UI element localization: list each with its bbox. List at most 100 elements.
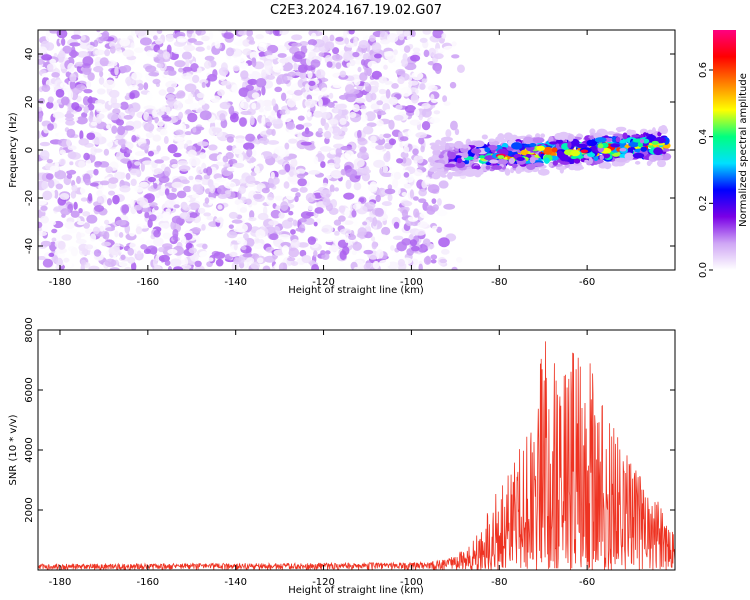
spectrogram-cell xyxy=(456,64,465,73)
spectrogram-cell xyxy=(251,149,257,157)
spectrogram-cell xyxy=(139,37,152,46)
spectrogram-cell xyxy=(49,58,57,65)
spectrogram-cell xyxy=(357,66,362,73)
spectrogram-cell xyxy=(361,168,371,174)
spectrogram-cell xyxy=(287,174,300,183)
spectrogram-cell xyxy=(251,200,258,206)
spectrogram-cell xyxy=(96,189,103,197)
spectrogram-cell xyxy=(38,199,47,206)
spectrogram-cell xyxy=(447,150,452,158)
spectrogram-cell xyxy=(159,59,165,65)
spectrogram-cell xyxy=(296,201,309,209)
spectrogram-cell xyxy=(77,50,89,58)
spectrogram-cell xyxy=(395,68,406,76)
spectrogram-cell xyxy=(217,266,225,270)
spectrogram-cell xyxy=(182,257,189,267)
spectrogram-cell xyxy=(419,212,429,219)
spectrogram-cell xyxy=(497,155,505,159)
spectrogram-cell xyxy=(647,129,654,135)
spectrogram-cell xyxy=(201,81,206,88)
spectrogram-cell xyxy=(329,34,335,42)
spectrogram-cell xyxy=(129,242,137,250)
spectrogram-cell xyxy=(410,30,416,38)
spectrogram-cell xyxy=(274,146,286,156)
spectrogram-cell xyxy=(348,234,357,241)
x-tick-label: -120 xyxy=(312,577,335,588)
spectrogram-cell xyxy=(284,109,291,115)
spectrogram-cell xyxy=(430,144,442,151)
spectrogram-cell xyxy=(108,177,119,184)
spectrogram-cell xyxy=(87,192,93,202)
spectrogram-cell xyxy=(321,111,331,120)
spectrogram-cell xyxy=(173,266,184,270)
spectrogram-cell xyxy=(96,30,101,33)
spectrogram-cell xyxy=(101,241,112,247)
spectrogram-cell xyxy=(208,144,218,151)
spectrogram-cell xyxy=(353,36,358,47)
y-tick-label: -20 xyxy=(24,190,35,206)
spectrogram-cell xyxy=(359,197,365,203)
spectrogram-cell xyxy=(398,33,405,41)
spectrogram-cell xyxy=(131,261,137,270)
spectrogram-cell xyxy=(248,240,255,247)
spectrogram-cell xyxy=(379,133,384,140)
spectrogram-cell xyxy=(127,256,136,264)
spectrogram-cell xyxy=(373,159,385,168)
spectrogram-cell xyxy=(290,158,298,168)
spectrogram-cell xyxy=(253,242,264,250)
spectrogram-cell xyxy=(66,169,77,175)
spectrogram-cell xyxy=(141,206,152,213)
spectrogram-cell xyxy=(140,162,145,172)
spectrogram-cell xyxy=(201,35,210,42)
spectrogram-cell xyxy=(308,170,321,175)
spectrogram-cell xyxy=(189,102,200,111)
spectrogram-cell xyxy=(215,177,227,183)
spectrogram-cell xyxy=(443,101,451,106)
spectrogram-cell xyxy=(307,205,314,211)
spectrogram-cell xyxy=(171,163,179,168)
spectrogram-cell xyxy=(80,263,85,270)
spectrogram-cell xyxy=(73,201,78,211)
spectrogram-cell xyxy=(128,229,136,237)
spectrogram-cell xyxy=(434,171,445,177)
spectrogram-cell xyxy=(287,257,296,262)
spectrogram-cell xyxy=(94,33,103,38)
spectrogram-cell xyxy=(417,221,428,229)
spectrogram-cell xyxy=(86,132,96,140)
spectrogram-cell xyxy=(278,262,287,270)
spectrogram-cell xyxy=(335,103,347,109)
spectrogram-cell xyxy=(357,137,366,142)
spectrogram-cell xyxy=(99,225,105,232)
spectrogram-cell xyxy=(145,239,153,246)
spectrogram-cell xyxy=(656,159,667,168)
spectrogram-cell xyxy=(451,171,458,175)
spectrogram-cell xyxy=(215,258,224,267)
spectrogram-cell xyxy=(234,56,245,63)
spectrogram-cell xyxy=(312,110,324,118)
spectrogram-cell xyxy=(373,53,382,59)
spectrogram-cell xyxy=(163,166,171,177)
spectrogram-cell xyxy=(113,242,120,252)
spectrogram-cell xyxy=(95,102,104,112)
spectrogram-cell xyxy=(93,168,99,176)
spectrogram-cell xyxy=(369,164,374,169)
spectrogram-cell xyxy=(165,208,172,213)
spectrogram-cell xyxy=(268,220,279,226)
spectrogram-cell xyxy=(171,187,177,193)
spectrogram-cell xyxy=(284,163,291,173)
chart-title: C2E3.2024.167.19.02.G07 xyxy=(270,3,442,18)
spectrogram-cell xyxy=(103,148,110,156)
spectrogram-cell xyxy=(114,66,119,76)
spectrogram-cell xyxy=(262,265,271,270)
spectrogram-cell xyxy=(543,157,550,164)
spectrogram-cell xyxy=(364,67,369,76)
spectrogram-cell xyxy=(353,78,361,86)
spectrogram-cell xyxy=(181,72,193,80)
spectrogram-cell xyxy=(333,219,342,226)
spectrogram-cell xyxy=(79,130,84,140)
spectrogram-cell xyxy=(178,111,184,120)
spectrogram-cell xyxy=(129,92,135,100)
spectrogram-cell xyxy=(297,178,307,187)
spectrogram-cell xyxy=(167,144,178,154)
spectrogram-cell xyxy=(164,260,171,266)
